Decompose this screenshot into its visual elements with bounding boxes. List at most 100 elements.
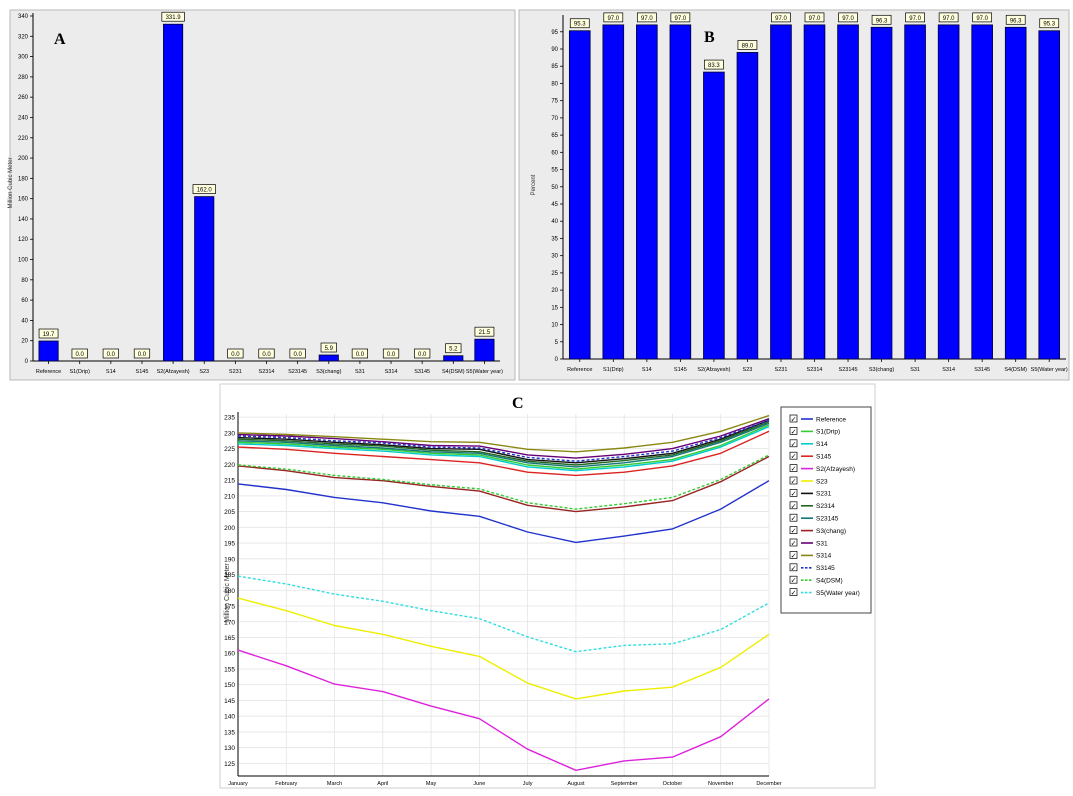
legend-check-icon: ✓: [791, 552, 797, 560]
legend-label: S145: [816, 454, 832, 461]
series-line-9: [237, 455, 770, 513]
legend-checkbox: [789, 513, 798, 522]
y-tick-label-b: 20: [551, 288, 558, 294]
x-tick-label-a: Reference: [36, 369, 61, 375]
legend-check-icon: ✓: [791, 527, 797, 535]
legend-checkbox: [789, 588, 798, 596]
y-tick-label-c: 210: [224, 493, 235, 500]
y-tick-label-c: 165: [224, 635, 235, 642]
legend-checkbox: [789, 526, 798, 534]
legend-checkbox: [789, 439, 798, 448]
y-axis-title-a: Million Cubic Meter: [8, 157, 14, 208]
legend-label: Reference: [816, 416, 846, 423]
bar-a: [194, 196, 215, 362]
x-tick-label-b: S3(chang): [869, 367, 895, 373]
data-label-box-a: [289, 348, 306, 359]
legend-label: S4(DSM): [816, 578, 843, 585]
legend-checkbox: [789, 575, 798, 584]
x-tick-label-c: October: [663, 781, 683, 787]
x-tick-label-b: S5(Water year): [1031, 367, 1068, 373]
y-tick-label-b: 75: [551, 99, 558, 105]
y-tick-label-c: 135: [224, 729, 235, 736]
y-tick-label-b: 40: [551, 219, 558, 225]
y-tick-label-c: 195: [224, 541, 235, 548]
y-tick-label-a: 80: [21, 278, 28, 284]
data-label-b: 97.0: [775, 16, 787, 22]
y-axis-title-c: Million Cubic Meter: [224, 563, 231, 623]
legend-check-icon: ✓: [791, 564, 797, 572]
data-label-box-a: [474, 326, 495, 337]
y-tick-label-c: 160: [224, 651, 235, 658]
legend-label: S314: [816, 553, 832, 560]
y-tick-label-b: 35: [551, 236, 558, 242]
y-tick-label-a: 220: [18, 136, 29, 142]
data-label-box-a: [133, 348, 151, 359]
y-tick-label-b: 80: [551, 81, 558, 87]
data-label-a: 0.0: [356, 352, 365, 358]
x-tick-label-a: S14: [106, 369, 116, 375]
x-tick-label-b: S3145: [974, 367, 990, 373]
data-label-b: 95.3: [1043, 22, 1055, 28]
data-label-a: 162.0: [197, 188, 213, 194]
x-tick-label-a: S3(chang): [316, 369, 342, 375]
series-line-11: [237, 414, 770, 453]
data-label-box-b: [938, 12, 959, 23]
data-label-box-a: [71, 348, 88, 359]
data-label-box-b: [905, 12, 925, 23]
series-line-4: [237, 649, 770, 771]
legend-check-icon: ✓: [791, 465, 797, 473]
y-tick-label-b: 50: [551, 185, 558, 191]
data-label-box-b: [670, 12, 691, 23]
legend-check-icon: ✓: [791, 440, 797, 448]
legend-check-icon: ✓: [791, 589, 797, 597]
bar-b: [602, 24, 625, 360]
legend-label: S231: [816, 491, 832, 498]
legend-label: S3145: [816, 565, 835, 572]
x-tick-label-c: November: [708, 781, 734, 787]
series-line-6: [237, 419, 770, 464]
x-tick-label-a: S5(Water year): [466, 369, 503, 375]
x-tick-label-c: May: [426, 781, 437, 787]
x-tick-label-b: Reference: [567, 367, 592, 373]
y-tick-label-c: 155: [224, 666, 235, 673]
data-label-b: 97.0: [641, 16, 653, 22]
bar-b: [669, 24, 692, 360]
panel-letter-a: A: [54, 31, 66, 48]
data-label-b: 97.0: [607, 16, 619, 22]
data-label-a: 5.9: [325, 346, 334, 352]
data-label-b: 96.3: [876, 18, 888, 24]
y-tick-label-b: 55: [551, 168, 558, 174]
x-tick-label-a: S314: [385, 369, 398, 375]
y-tick-label-c: 140: [224, 714, 235, 721]
y-tick-label-b: 45: [551, 202, 558, 208]
data-label-a: 331.9: [166, 15, 182, 21]
data-label-b: 97.0: [943, 16, 955, 22]
data-label-box-a: [414, 348, 431, 359]
data-label-b: 97.0: [976, 16, 988, 22]
x-tick-label-b: S231: [775, 367, 788, 373]
y-tick-label-b: 85: [551, 64, 558, 70]
data-label-box-b: [1039, 18, 1060, 29]
x-tick-label-b: S314: [942, 367, 955, 373]
series-line-13: [237, 454, 770, 510]
x-tick-label-b: S4(DSM): [1004, 367, 1027, 373]
y-tick-label-c: 230: [224, 430, 235, 437]
legend-label: S31: [816, 540, 828, 547]
x-tick-label-c: August: [567, 781, 585, 787]
legend-checkbox: [789, 563, 798, 572]
legend-label: S23: [816, 478, 828, 485]
x-tick-label-a: S2314: [259, 369, 275, 375]
data-label-box-b: [804, 12, 825, 23]
legend-checkbox: [789, 451, 798, 460]
y-tick-label-a: 140: [18, 217, 29, 223]
data-label-a: 0.0: [262, 352, 271, 358]
bar-a: [443, 355, 464, 362]
data-label-a: 21.5: [479, 330, 491, 336]
x-tick-label-a: S1(Drip): [69, 369, 90, 375]
data-label-b: 83.3: [708, 63, 720, 69]
x-tick-label-b: S2314: [807, 367, 823, 373]
x-tick-label-c: September: [611, 781, 638, 787]
data-label-b: 89.0: [742, 43, 754, 49]
series-line-0: [237, 480, 770, 544]
y-tick-label-a: 240: [18, 115, 29, 121]
